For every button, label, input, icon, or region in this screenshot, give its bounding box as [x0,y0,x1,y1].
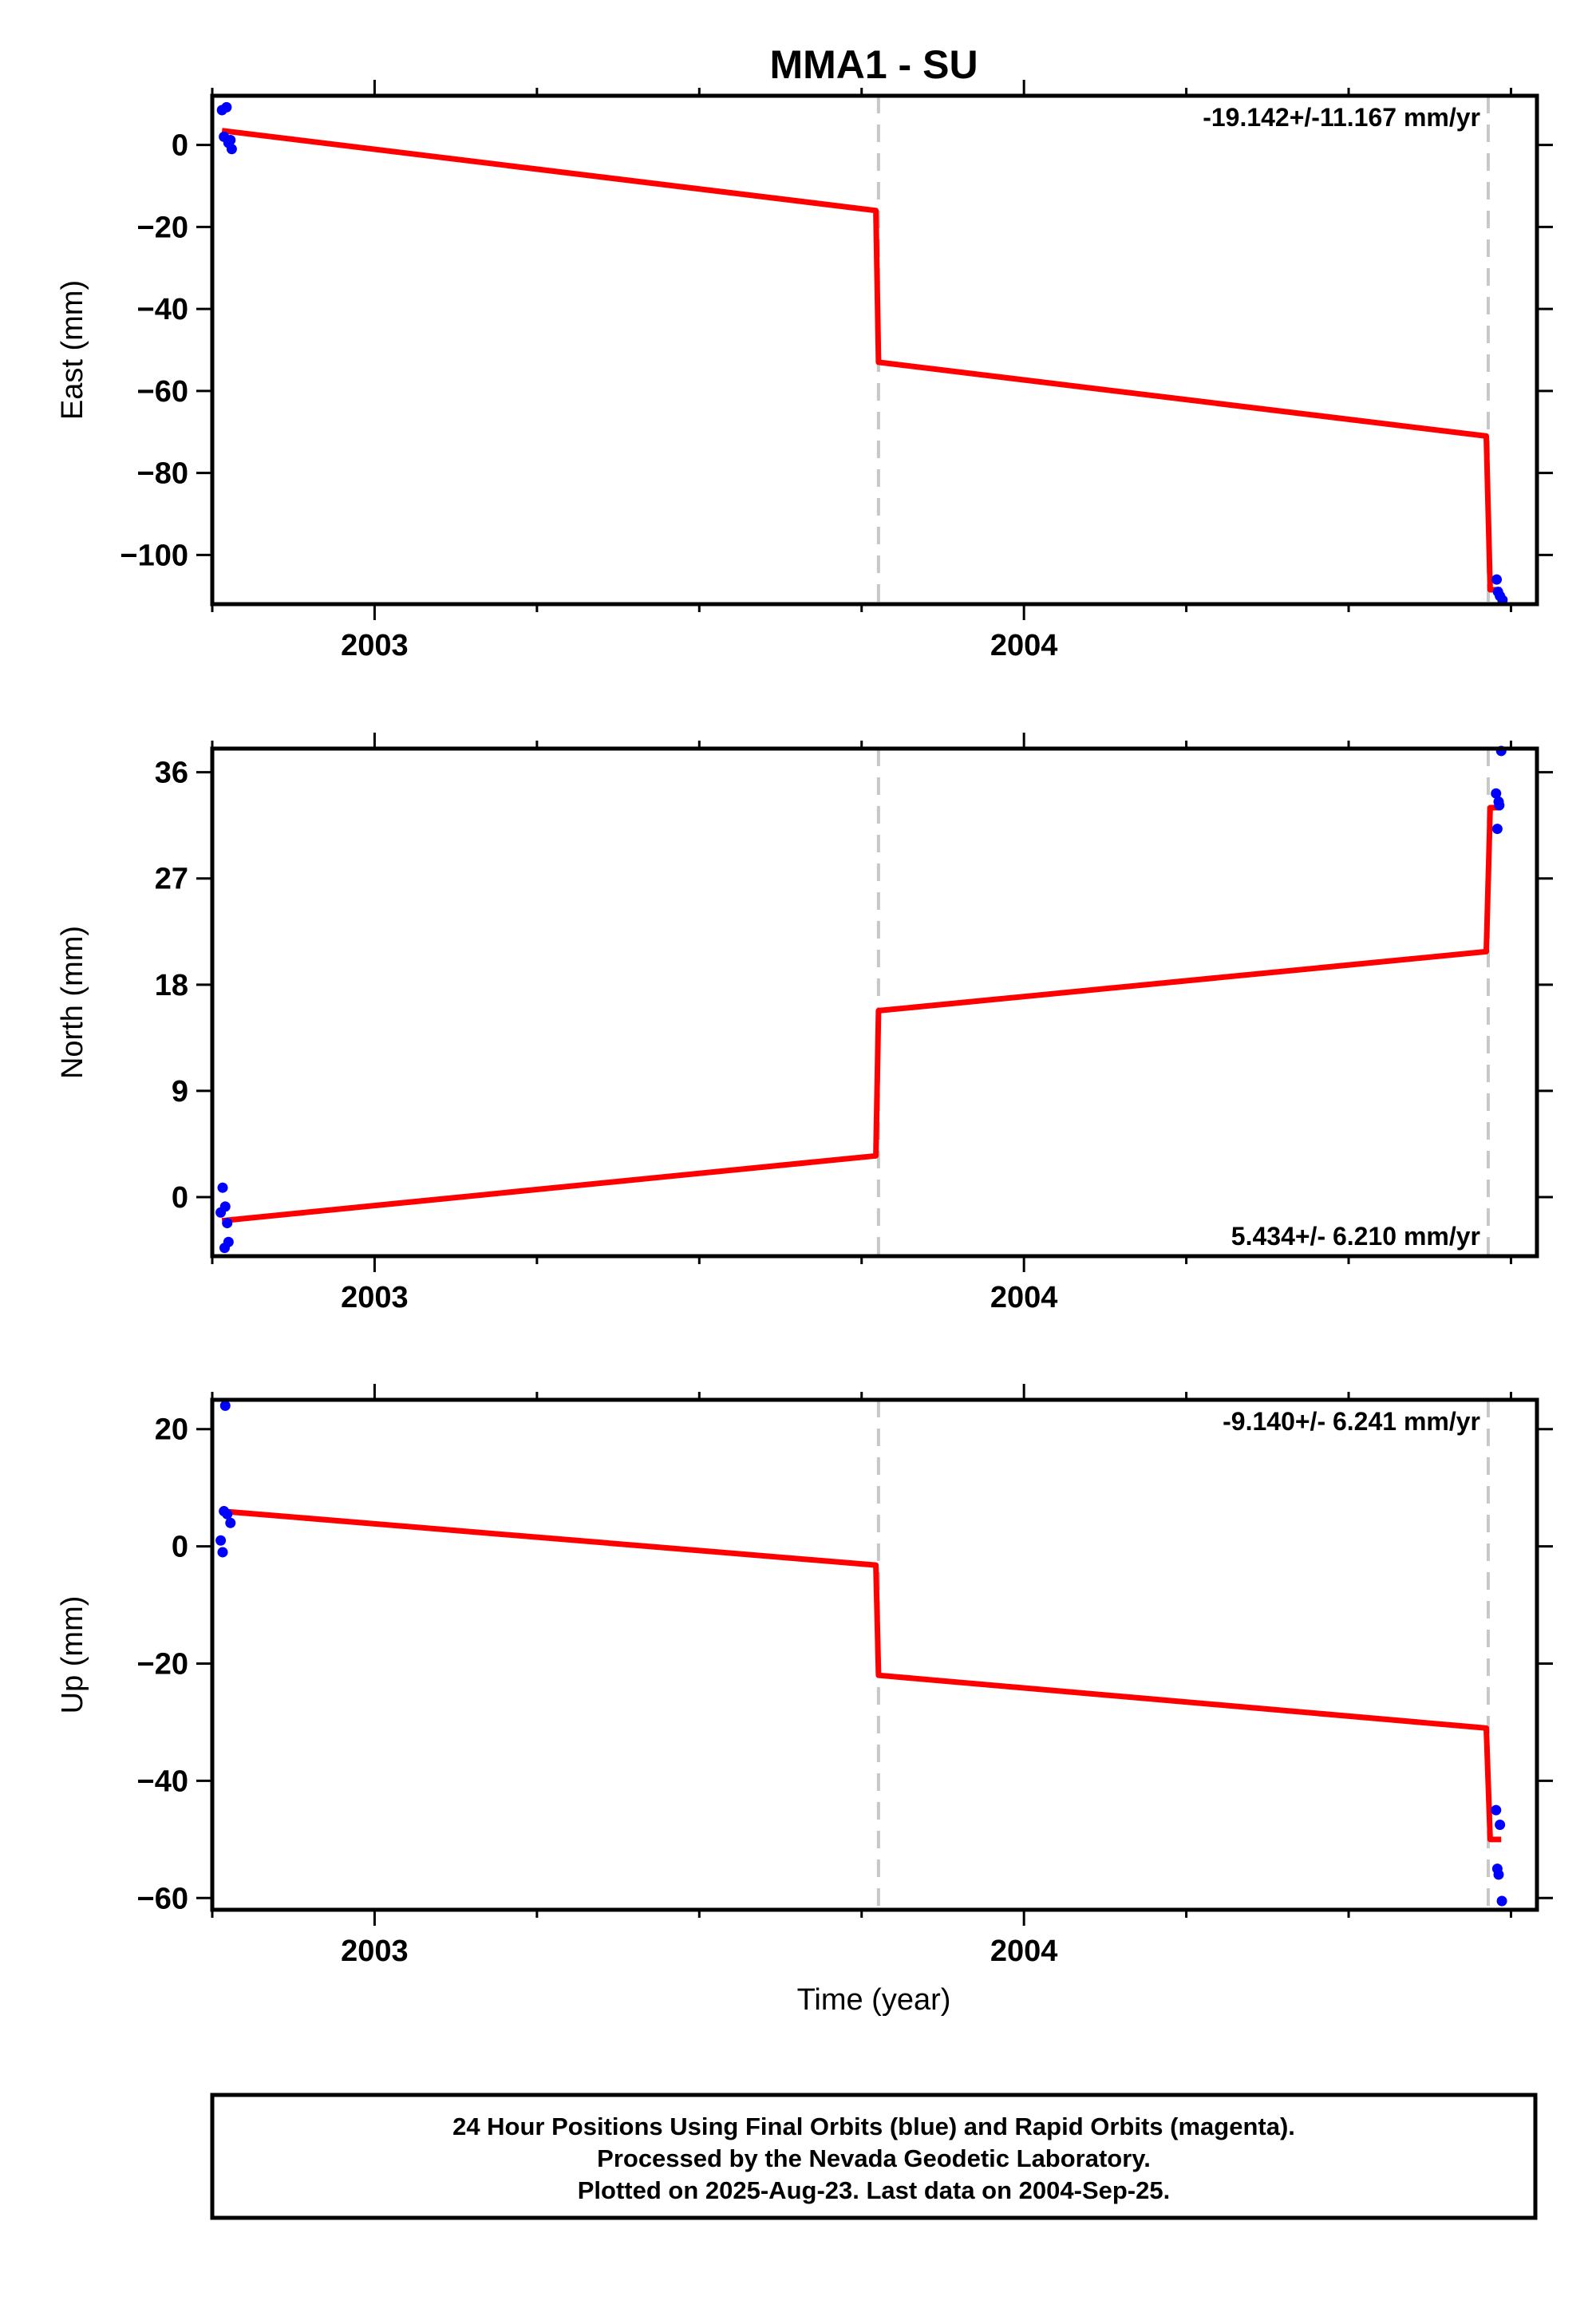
data-point [1496,1895,1507,1907]
data-point [1493,796,1504,808]
data-point [1493,1869,1504,1880]
y-tick-label: 18 [155,969,188,1002]
data-point [222,1218,233,1229]
panel-east: 2003 2004 0 −20 −40 −60 −80 −100 East (mm) -19.14… [56,80,1553,662]
y-tick-label: 36 [155,757,188,790]
footer-box: 24 Hour Positions Using Final Orbits (bl… [210,2093,1538,2220]
data-point [219,1243,230,1254]
x-tick-label: 2004 [990,629,1058,662]
y-axis-label-north: North (mm) [56,926,89,1079]
y-tick-label: −40 [137,293,188,326]
y-tick-label: −60 [137,1882,188,1915]
panel-up: 2003 2004 20 0 −20 −40 −60 Up (mm) -9.140+/- 6.2… [56,1384,1553,1968]
footer-line-1: 24 Hour Positions Using Final Orbits (bl… [452,2112,1295,2140]
footer-line-2: Processed by the Nevada Geodetic Laborat… [597,2144,1151,2172]
x-tick-label: 2003 [341,1281,409,1314]
data-point [225,1517,236,1528]
model-line-north [221,804,1502,1224]
panel-north: 2003 2004 36 27 18 9 0 North (mm) 5.434+/- 6.210… [56,733,1553,1314]
y-tick-label: 0 [172,129,188,163]
plot-frame [210,1397,1539,1912]
data-point [215,1207,227,1218]
x-tick-label: 2004 [990,1281,1058,1314]
x-tick-label: 2003 [341,629,409,662]
x-tick-label: 2004 [990,1935,1058,1968]
y-tick-label: 0 [172,1531,188,1564]
plot-panels: 2003 2004 0 −20 −40 −60 −80 −100 East (mm) -19.14… [56,80,1553,1968]
y-tick-label: −20 [137,211,188,244]
plot-frame [210,93,1539,607]
y-tick-label: −20 [137,1648,188,1682]
data-point [1491,824,1503,835]
y-tick-label: −40 [137,1765,188,1798]
data-point [1491,574,1503,585]
data-point [1491,1804,1502,1816]
y-axis-label-up: Up (mm) [56,1596,89,1714]
data-point [1492,587,1503,598]
y-tick-label: 27 [155,863,188,896]
plot-frame [210,746,1539,1259]
data-point [1495,1820,1506,1830]
model-line-up [221,1508,1502,1843]
rate-label-north: 5.434+/- 6.210 mm/yr [1231,1222,1480,1251]
x-axis-label: Time (year) [797,1983,951,2017]
data-point [219,1400,231,1411]
y-tick-label: −100 [120,539,188,572]
data-point [1491,788,1502,799]
rate-label-up: -9.140+/- 6.241 mm/yr [1223,1407,1480,1436]
data-point [222,1508,233,1520]
y-tick-label: −80 [137,457,188,491]
data-point [221,101,232,113]
model-line-east [221,128,1502,593]
data-point [215,1535,227,1546]
y-axis-label-east: East (mm) [56,280,89,420]
footer-line-3: Plotted on 2025-Aug-23. Last data on 200… [578,2176,1170,2204]
chart-title: MMA1 - SU [769,42,978,87]
data-point [217,1547,228,1558]
rate-label-east: -19.142+/-11.167 mm/yr [1203,103,1480,132]
data-point [217,1182,228,1193]
y-tick-label: 20 [155,1413,188,1447]
y-tick-label: −60 [137,375,188,409]
x-tick-label: 2003 [341,1935,409,1968]
data-point [223,137,234,148]
y-tick-label: 0 [172,1181,188,1215]
y-tick-label: 9 [172,1075,188,1109]
